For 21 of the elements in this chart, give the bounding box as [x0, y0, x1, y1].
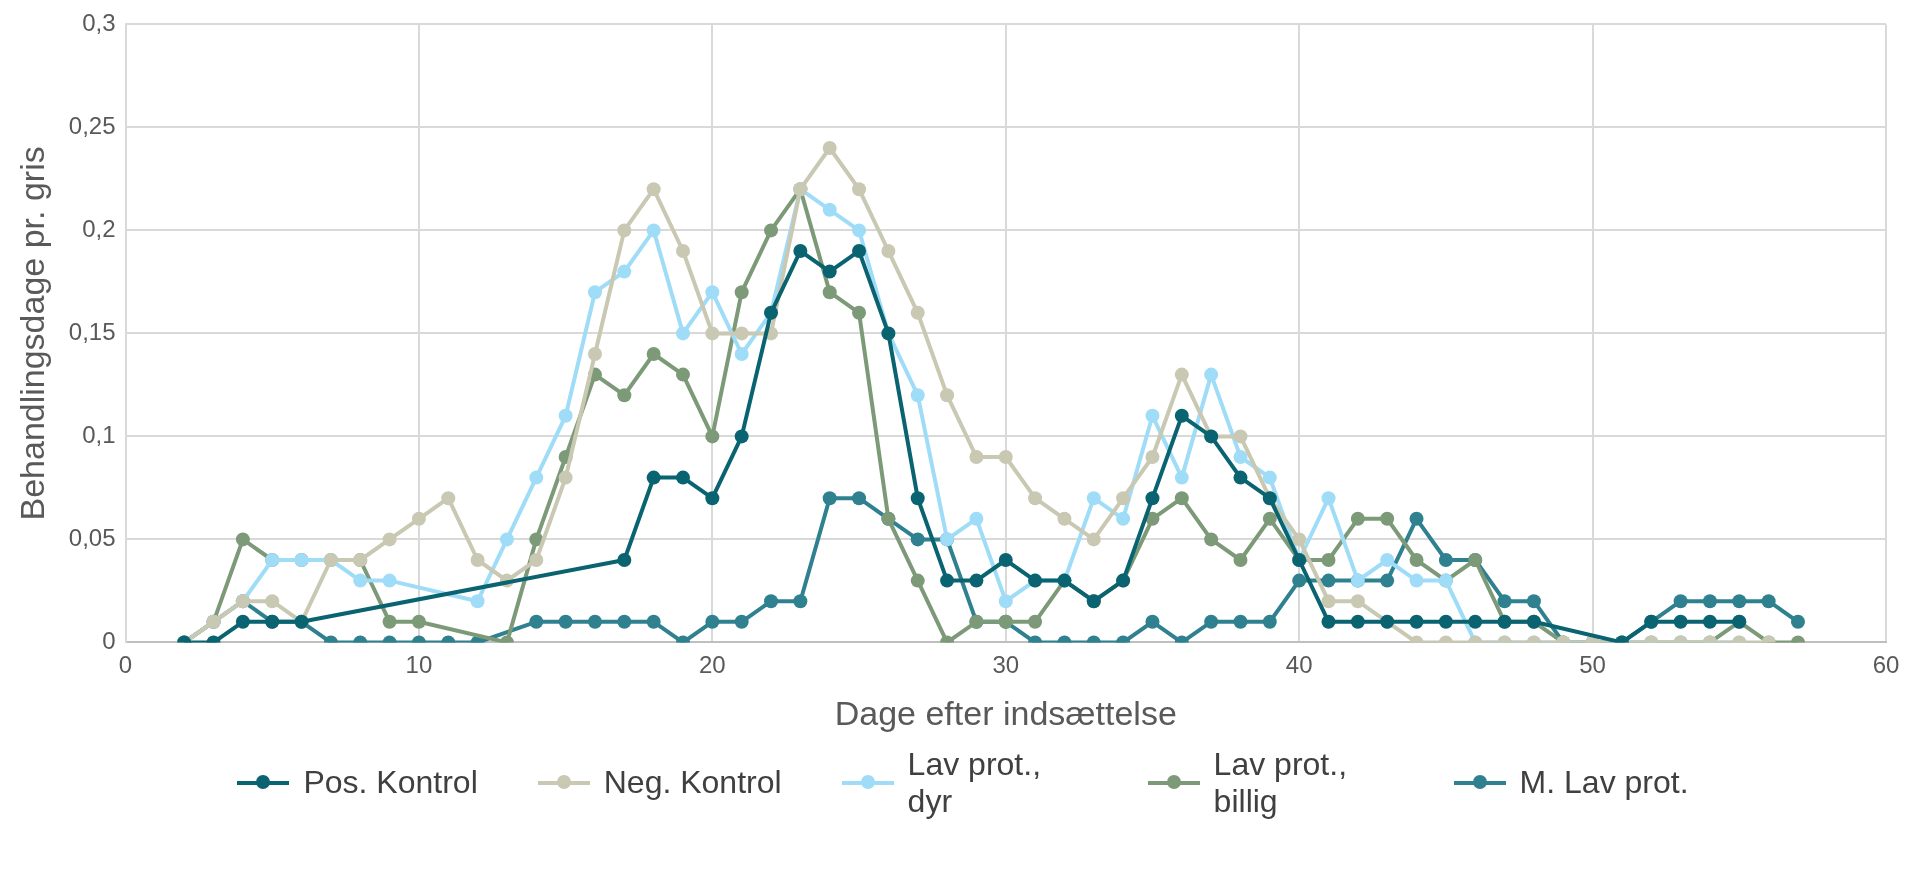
y-tick-label: 0 [102, 627, 116, 655]
x-tick-label: 60 [1872, 651, 1900, 679]
x-tick-label: 40 [1285, 651, 1313, 679]
x-tick-label: 20 [698, 651, 726, 679]
x-axis-title: Dage efter indsættelse [834, 693, 1177, 732]
x-tick-label: 10 [405, 651, 433, 679]
legend-label: Pos. Kontrol [303, 764, 478, 802]
y-axis-title: Behandlingsdage pr. gris [12, 146, 51, 521]
legend-label: Neg. Kontrol [603, 764, 782, 802]
legend-label: M. Lav prot. [1519, 764, 1689, 802]
x-tick-label: 30 [992, 651, 1020, 679]
x-tick-label: 50 [1579, 651, 1606, 679]
y-tick-label: 0,25 [68, 112, 116, 140]
y-tick-label: 0,1 [82, 421, 116, 449]
y-tick-label: 0,2 [82, 215, 116, 243]
x-tick-label: 0 [118, 651, 133, 679]
y-tick-label: 0,3 [82, 9, 116, 37]
legend-label: Lav prot., dyr [907, 746, 1042, 820]
legend-label: Lav prot., billig [1213, 746, 1348, 820]
y-tick-label: 0,05 [68, 524, 116, 552]
y-tick-label: 0,15 [68, 318, 116, 346]
